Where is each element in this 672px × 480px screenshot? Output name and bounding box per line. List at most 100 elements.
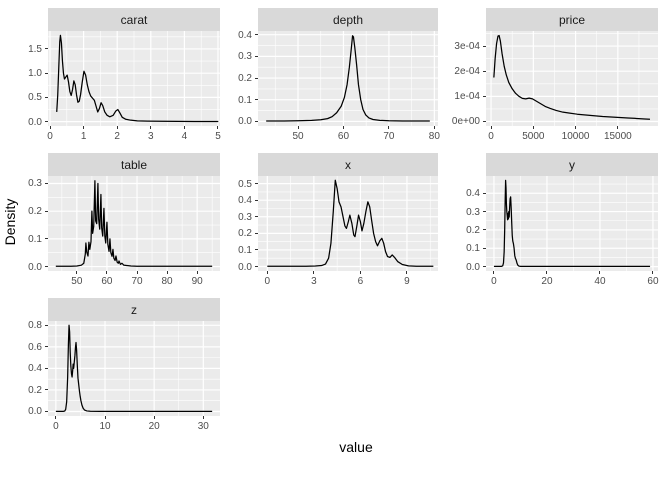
y-tick-mark [254, 120, 258, 122]
density-plot-price [486, 31, 658, 126]
y-tick-label: 0.3 [238, 211, 252, 223]
y-tick-mark [482, 192, 486, 194]
x-tick-mark [153, 416, 155, 419]
x-tick-mark [406, 271, 408, 274]
facet-panel-y [486, 176, 658, 271]
y-tick-label: 0.0 [28, 116, 42, 128]
density-curve-table [55, 180, 213, 267]
y-tick-label: 0.8 [28, 320, 42, 332]
facet-title-depth: depth [332, 12, 364, 27]
y-tick-label: 0.0 [238, 261, 252, 273]
facet-panel-price [486, 31, 658, 126]
x-tick-mark [532, 126, 534, 129]
y-tick-mark [482, 229, 486, 231]
density-curve-carat [56, 34, 219, 123]
x-tick-label: 5000 [522, 131, 545, 142]
y-tick-mark [44, 210, 48, 212]
facet-panel-table [48, 176, 220, 271]
x-tick-label: 70 [383, 131, 395, 142]
y-tick-label: 0.1 [28, 233, 42, 245]
x-tick-mark [106, 271, 108, 274]
y-tick-label: 0.3 [28, 178, 42, 190]
y-tick-mark [482, 45, 486, 47]
x-tick-label: 20 [541, 276, 553, 287]
y-tick-mark [254, 34, 258, 36]
y-tick-mark [254, 77, 258, 79]
y-tick-mark [254, 266, 258, 268]
y-tick-mark [482, 70, 486, 72]
x-tick-label: 70 [131, 276, 143, 287]
y-tick-label: 0.0 [238, 116, 252, 128]
y-tick-mark [482, 211, 486, 213]
y-tick-mark [44, 410, 48, 412]
y-tick-label: 0.2 [238, 73, 252, 85]
facet-panel-x [258, 176, 438, 271]
x-tick-label: 20 [148, 421, 160, 432]
x-tick-label: 80 [161, 276, 173, 287]
facet-strip-price: price [486, 8, 658, 31]
density-plot-x [258, 176, 438, 271]
x-tick-mark [575, 126, 577, 129]
density-curve-y [493, 179, 651, 268]
density-plot-table [48, 176, 220, 271]
y-tick-label: 0.4 [238, 195, 252, 207]
x-tick-label: 30 [197, 421, 209, 432]
facet-title-table: table [120, 157, 148, 172]
x-tick-mark [76, 271, 78, 274]
facet-strip-z: z [48, 298, 220, 321]
facet-strip-depth: depth [258, 8, 438, 31]
facet-panel-depth [258, 31, 438, 126]
x-tick-mark [297, 126, 299, 129]
x-tick-mark [617, 126, 619, 129]
y-tick-label: 0.1 [238, 244, 252, 256]
y-tick-mark [482, 247, 486, 249]
x-tick-label: 50 [292, 131, 304, 142]
x-tick-label: 40 [594, 276, 606, 287]
y-tick-mark [44, 238, 48, 240]
y-tick-mark [44, 96, 48, 98]
x-tick-label: 1 [80, 131, 87, 142]
y-tick-label: 0.4 [466, 188, 480, 200]
x-tick-label: 10000 [561, 131, 590, 142]
x-tick-label: 0 [491, 276, 497, 287]
y-tick-label: 0.3 [238, 51, 252, 63]
x-tick-mark [196, 271, 198, 274]
x-tick-label: 3 [148, 131, 154, 142]
x-tick-label: 2 [114, 131, 120, 142]
x-tick-label: 9 [404, 276, 410, 287]
facet-title-z: z [131, 302, 137, 317]
y-tick-mark [44, 48, 48, 50]
x-tick-label: 0 [264, 276, 271, 287]
y-tick-mark [44, 72, 48, 74]
y-tick-mark [44, 367, 48, 369]
density-plot-depth [258, 31, 438, 126]
y-tick-label: 0.4 [28, 363, 42, 375]
x-tick-label: 60 [101, 276, 113, 287]
y-tick-mark [254, 99, 258, 101]
y-tick-label: 0.0 [28, 406, 42, 418]
x-tick-mark [313, 271, 315, 274]
x-tick-mark [652, 271, 654, 274]
y-tick-label: 0.2 [238, 228, 252, 240]
y-tick-mark [254, 183, 258, 185]
x-tick-mark [104, 416, 106, 419]
facet-strip-y: y [486, 153, 658, 176]
y-tick-label: 0.2 [28, 384, 42, 396]
x-axis-title: value [339, 439, 373, 455]
y-tick-label: 3e-04 [454, 41, 480, 53]
y-tick-mark [44, 266, 48, 268]
y-tick-label: 0.3 [466, 206, 480, 218]
y-tick-mark [44, 346, 48, 348]
y-tick-mark [44, 324, 48, 326]
x-tick-label: 15000 [603, 131, 632, 142]
x-tick-mark [359, 271, 361, 274]
y-tick-mark [44, 121, 48, 123]
y-tick-label: 0.1 [238, 94, 252, 106]
x-tick-label: 50 [71, 276, 83, 287]
x-tick-label: 60 [647, 276, 659, 287]
y-tick-label: 2e-04 [454, 66, 480, 78]
x-tick-mark [493, 271, 495, 274]
facet-title-y: y [569, 157, 575, 172]
y-tick-mark [254, 249, 258, 251]
